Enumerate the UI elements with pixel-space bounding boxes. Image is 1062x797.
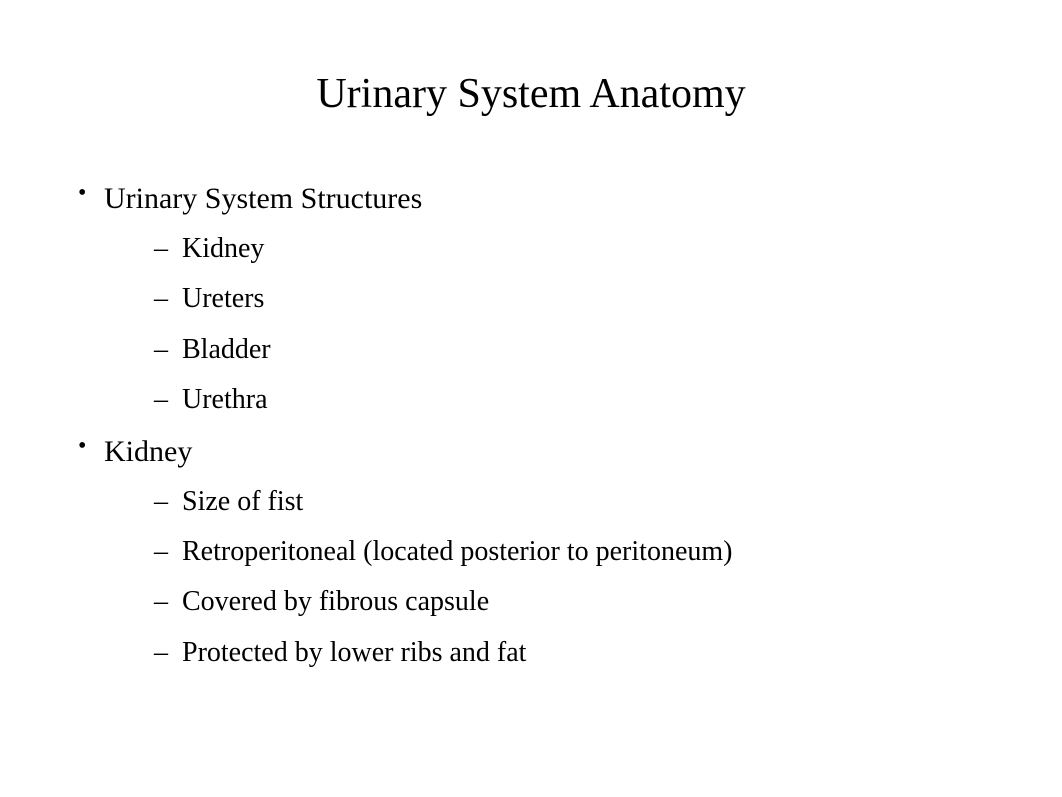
list-item: Covered by fibrous capsule [154,577,1002,627]
slide-title: Urinary System Anatomy [240,70,822,118]
list-item-label: Protected by lower ribs and fat [182,637,526,668]
list-item-label: Bladder [182,334,271,365]
list-item: Protected by lower ribs and fat [154,628,1002,678]
list-item: Ureters [154,274,1002,324]
list-item-label: Retroperitoneal (located posterior to pe… [182,536,732,567]
list-item-label: Size of fist [182,486,303,517]
list-item-label: Covered by fibrous capsule [182,586,489,617]
list-item-label: Urinary System Structures [104,182,422,215]
list-item: Retroperitoneal (located posterior to pe… [154,527,1002,577]
bullet-list-level1: Urinary System Structures Kidney Ureters… [60,173,1002,678]
list-item-label: Kidney [182,233,264,264]
list-item-label: Kidney [104,435,192,468]
list-item: Urethra [154,375,1002,425]
list-item: Kidney Size of fist Retroperitoneal (loc… [82,426,1002,679]
list-item-label: Ureters [182,283,264,314]
bullet-list-level2: Kidney Ureters Bladder Urethra [104,224,1002,426]
slide: Urinary System Anatomy Urinary System St… [0,0,1062,718]
list-item: Urinary System Structures Kidney Ureters… [82,173,1002,426]
list-item: Kidney [154,224,1002,274]
bullet-list-level2: Size of fist Retroperitoneal (located po… [104,477,1002,679]
list-item: Bladder [154,325,1002,375]
list-item: Size of fist [154,477,1002,527]
list-item-label: Urethra [182,384,268,415]
